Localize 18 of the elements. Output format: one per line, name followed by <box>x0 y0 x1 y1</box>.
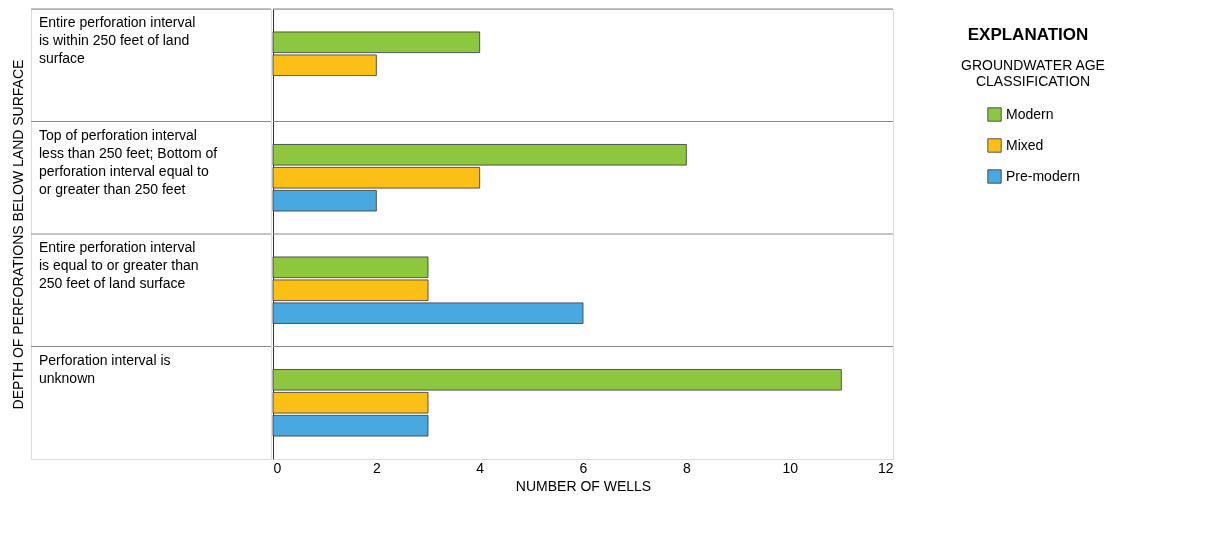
x-axis-title: NUMBER OF WELLS <box>515 477 652 494</box>
y-axis-title: DEPTH OF PERFORATIONS BELOW LAND SURFACE <box>9 59 26 410</box>
y-tick-label: Top of perforation interval less than 250 feet; Bottom of perforation interval equal to or greater than 250 feet <box>39 126 218 197</box>
legend-title: GROUNDWATER AGE CLASSIFICATION <box>961 57 1105 89</box>
x-tick-label: 6 <box>579 459 588 476</box>
x-tick-label: 12 <box>877 459 894 476</box>
x-tick-label: 8 <box>682 459 691 476</box>
text: EXPLANATION <box>967 25 1089 44</box>
y-tick-label: Perforation interval is unknown <box>39 351 171 386</box>
legend-label: Mixed <box>1006 136 1044 153</box>
x-tick-label: 10 <box>782 459 799 476</box>
x-tick-label: 0 <box>273 459 282 476</box>
x-tick-label: 4 <box>476 459 485 476</box>
legend-label: Pre-modern <box>1006 167 1080 184</box>
y-tick-label: Entire perforation interval is within 250 feet of land surface <box>39 14 196 66</box>
x-tick-label: 2 <box>372 459 381 476</box>
legend-label: Modern <box>1006 105 1054 122</box>
y-tick-label: Entire perforation interval is equal to or greater than 250 feet of land surface <box>39 239 199 291</box>
